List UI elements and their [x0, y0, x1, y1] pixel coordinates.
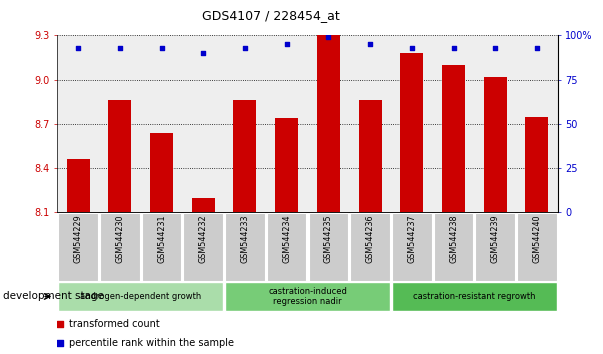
Bar [517, 213, 557, 281]
Text: GDS4107 / 228454_at: GDS4107 / 228454_at [203, 9, 340, 22]
Text: development stage: development stage [3, 291, 104, 302]
Bar [183, 213, 223, 281]
Bar [350, 213, 390, 281]
Point [55, 341, 65, 346]
Text: GSM544236: GSM544236 [365, 215, 374, 263]
Point [324, 34, 333, 40]
Text: castration-induced
regression nadir: castration-induced regression nadir [268, 287, 347, 306]
Bar [317, 35, 340, 212]
Point [74, 45, 83, 51]
Point [490, 45, 500, 51]
Text: GSM544238: GSM544238 [449, 215, 458, 263]
Bar [392, 282, 557, 311]
Text: castration-resistant regrowth: castration-resistant regrowth [413, 292, 535, 301]
Text: GSM544239: GSM544239 [491, 215, 500, 263]
Bar [484, 77, 507, 212]
Point [115, 45, 125, 51]
Point [55, 321, 65, 327]
Bar [100, 213, 140, 281]
Text: GSM544229: GSM544229 [74, 215, 83, 263]
Bar [142, 213, 182, 281]
Bar [67, 159, 90, 212]
Text: androgen-dependent growth: androgen-dependent growth [80, 292, 201, 301]
Text: GSM544235: GSM544235 [324, 215, 333, 263]
Text: GSM544232: GSM544232 [199, 215, 208, 263]
Text: GSM544237: GSM544237 [407, 215, 416, 263]
Text: GSM544240: GSM544240 [532, 215, 541, 263]
Point [365, 41, 375, 47]
Point [532, 45, 541, 51]
Point [449, 45, 458, 51]
Text: transformed count: transformed count [69, 319, 160, 329]
Bar [392, 213, 432, 281]
Bar [275, 118, 298, 212]
Text: percentile rank within the sample: percentile rank within the sample [69, 338, 235, 348]
Bar [109, 100, 131, 212]
Bar [267, 213, 306, 281]
Bar [225, 213, 265, 281]
Bar [400, 53, 423, 212]
Bar [475, 213, 515, 281]
Bar [442, 65, 465, 212]
Text: GSM544231: GSM544231 [157, 215, 166, 263]
Point [157, 45, 166, 51]
Bar [58, 213, 98, 281]
Bar [58, 282, 223, 311]
Text: GSM544230: GSM544230 [115, 215, 124, 263]
Bar [225, 282, 390, 311]
Bar [434, 213, 473, 281]
Bar [192, 198, 215, 212]
Bar [359, 100, 382, 212]
Bar [150, 133, 173, 212]
Point [240, 45, 250, 51]
Point [407, 45, 417, 51]
Bar [525, 116, 548, 212]
Bar [233, 100, 256, 212]
Text: GSM544234: GSM544234 [282, 215, 291, 263]
Text: GSM544233: GSM544233 [241, 215, 250, 263]
Point [282, 41, 291, 47]
Point [198, 50, 208, 56]
Bar [309, 213, 348, 281]
